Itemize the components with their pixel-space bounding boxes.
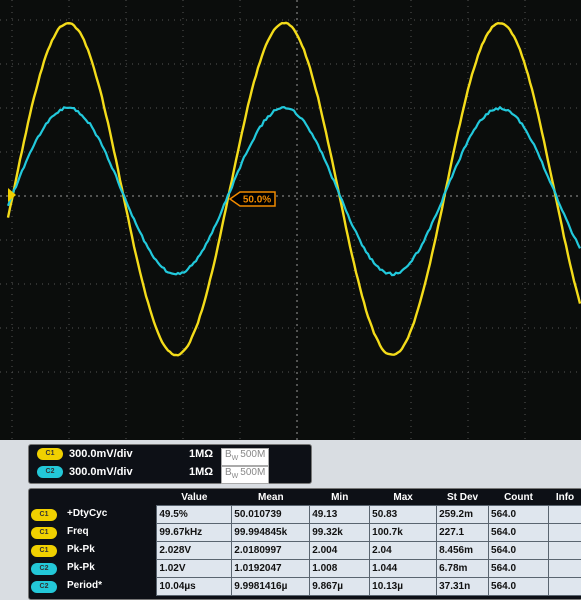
- bandwidth-value: 500M: [240, 449, 265, 460]
- measurement-value: 564.0: [489, 578, 549, 596]
- measurement-value: 99.67kHz: [157, 524, 232, 542]
- channel-row: C2 300.0mV/div 1MΩ BW 500M: [29, 463, 311, 481]
- header-cell: Min: [310, 489, 370, 506]
- measurement-value: 100.7k: [370, 524, 437, 542]
- channel-badge: C1: [31, 509, 57, 521]
- channel-badge: C1: [37, 448, 63, 460]
- impedance: 1MΩ: [189, 466, 213, 478]
- measurement-value: 49.13: [310, 506, 370, 524]
- header-cell: Max: [370, 489, 437, 506]
- measurement-value: 1.02V: [157, 560, 232, 578]
- measurement-row: C1 +DtyCyc 49.5% 50.010739 49.13 50.83 259.2m 5…: [29, 506, 581, 524]
- measurement-value: 99.32k: [310, 524, 370, 542]
- measurement-panel: Value Mean Min Max St Dev Count Info C1 +DtyCyc 4…: [28, 488, 581, 600]
- measurement-value: 1.0192047: [232, 560, 310, 578]
- row-label: C1 Pk-Pk: [29, 542, 157, 560]
- measurement-value: 1.044: [370, 560, 437, 578]
- measurement-value: 2.04: [370, 542, 437, 560]
- row-label: C2 Period*: [29, 578, 157, 596]
- channel-badge: C1: [31, 527, 57, 539]
- measurement-value: 227.1: [437, 524, 489, 542]
- bandwidth: BW 500M: [221, 466, 269, 484]
- measurement-value: 49.5%: [157, 506, 232, 524]
- bandwidth-sub: W: [232, 473, 239, 480]
- measurement-value: 2.0180997: [232, 542, 310, 560]
- row-label: C1 +DtyCyc: [29, 506, 157, 524]
- measurement-value: 564.0: [489, 542, 549, 560]
- empty-cell: [548, 524, 581, 542]
- measurement-row: C2 Period* 10.04µs 9.9981416µ 9.867µ 10.13µ 37…: [29, 578, 581, 596]
- header-cell: St Dev: [437, 489, 489, 506]
- empty-cell: [548, 542, 581, 560]
- measurement-value: 9.9981416µ: [232, 578, 310, 596]
- channel-settings: C1 300.0mV/div 1MΩ BW 500M C2 300.0mV/div 1MΩ BW…: [28, 444, 312, 484]
- measurement-value: 9.867µ: [310, 578, 370, 596]
- empty-cell: [548, 578, 581, 596]
- vertical-scale: 300.0mV/div: [69, 466, 133, 478]
- header-cell: Value: [157, 489, 232, 506]
- measurement-value: 1.008: [310, 560, 370, 578]
- measurement-value: 10.04µs: [157, 578, 232, 596]
- impedance: 1MΩ: [189, 448, 213, 460]
- channel-row: C1 300.0mV/div 1MΩ BW 500M: [29, 445, 311, 463]
- header-cell: Mean: [232, 489, 310, 506]
- measurement-value: 564.0: [489, 506, 549, 524]
- header-cell: Info: [548, 489, 581, 506]
- measurement-value: 37.31n: [437, 578, 489, 596]
- measurement-value: 564.0: [489, 560, 549, 578]
- row-label: C2 Pk-Pk: [29, 560, 157, 578]
- measurement-value: 8.456m: [437, 542, 489, 560]
- bandwidth-symbol: B: [225, 449, 232, 460]
- empty-cell: [548, 506, 581, 524]
- measurement-value: 6.78m: [437, 560, 489, 578]
- bandwidth-symbol: B: [225, 467, 232, 478]
- header-cell: Count: [489, 489, 549, 506]
- header-cell: [29, 489, 157, 506]
- bandwidth-value: 500M: [240, 467, 265, 478]
- measurement-row: C2 Pk-Pk 1.02V 1.0192047 1.008 1.044 6.78m 564.…: [29, 560, 581, 578]
- vertical-scale: 300.0mV/div: [69, 448, 133, 460]
- waveform-display: 50.0%: [0, 0, 581, 440]
- channel-badge: C1: [31, 545, 57, 557]
- measurement-value: 259.2m: [437, 506, 489, 524]
- measurement-name: Period*: [67, 580, 102, 591]
- measurement-value: 2.028V: [157, 542, 232, 560]
- channel-badge: C2: [31, 581, 57, 593]
- empty-cell: [548, 560, 581, 578]
- measurement-row: C1 Pk-Pk 2.028V 2.0180997 2.004 2.04 8.456m 564…: [29, 542, 581, 560]
- measurement-value: 2.004: [310, 542, 370, 560]
- channel-badge: C2: [37, 466, 63, 478]
- measurement-row: C1 Freq 99.67kHz 99.994845k 99.32k 100.7k 227.…: [29, 524, 581, 542]
- measurement-value: 10.13µ: [370, 578, 437, 596]
- measurement-value: 50.83: [370, 506, 437, 524]
- measurement-name: Pk-Pk: [67, 562, 95, 573]
- row-label: C1 Freq: [29, 524, 157, 542]
- measurement-table: Value Mean Min Max St Dev Count Info C1 +DtyCyc 4…: [29, 489, 581, 596]
- display-background: [0, 0, 581, 440]
- measurement-value: 564.0: [489, 524, 549, 542]
- channel-badge: C2: [31, 563, 57, 575]
- bandwidth-sub: W: [232, 455, 239, 462]
- header-row: Value Mean Min Max St Dev Count Info: [29, 489, 581, 506]
- trigger-marker-label: 50.0%: [243, 195, 271, 206]
- measurement-name: Pk-Pk: [67, 544, 95, 555]
- measurement-name: Freq: [67, 526, 89, 537]
- measurement-value: 50.010739: [232, 506, 310, 524]
- measurement-value: 99.994845k: [232, 524, 310, 542]
- measurement-name: +DtyCyc: [67, 508, 107, 519]
